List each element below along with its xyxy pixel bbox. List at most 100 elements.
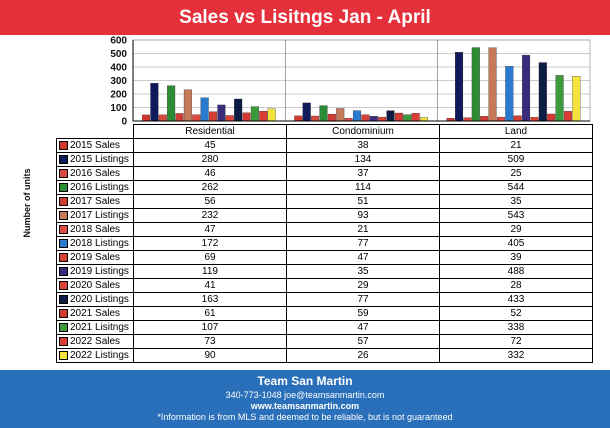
bar xyxy=(471,47,480,122)
bar xyxy=(141,114,150,122)
x-tick-label: Residential xyxy=(133,124,287,139)
table-row: 2015 Sales 45 38 21 xyxy=(56,138,593,153)
bar xyxy=(394,112,403,122)
legend-entry: 2018 Listings xyxy=(56,236,134,251)
bar-chart: 0 100 200 300 400 500 600 xyxy=(110,36,591,126)
bar xyxy=(225,115,234,122)
table-row: 2020 Listings 163 77 433 xyxy=(56,292,593,307)
legend-swatch xyxy=(59,336,68,346)
legend-entry: 2015 Sales xyxy=(56,138,134,153)
data-label: 61 xyxy=(133,306,287,321)
legend-swatch xyxy=(59,182,68,192)
legend-swatch xyxy=(59,308,68,318)
bar xyxy=(217,104,226,122)
legend-swatch xyxy=(59,196,68,206)
data-label: 47 xyxy=(286,320,440,335)
bar xyxy=(259,110,268,122)
bar xyxy=(234,98,243,122)
data-label: 57 xyxy=(286,334,440,349)
legend-label: 2021 Sales xyxy=(70,308,121,319)
table-row: 2017 Sales 56 51 35 xyxy=(56,194,593,209)
table-row: 2022 Sales 73 57 72 xyxy=(56,334,593,349)
legend-swatch xyxy=(59,266,68,276)
data-label: 90 xyxy=(133,348,287,363)
bar xyxy=(242,112,251,122)
legend-entry: 2020 Listings xyxy=(56,292,134,307)
bar xyxy=(513,115,522,122)
table-corner xyxy=(57,125,134,139)
legend-swatch xyxy=(59,238,68,248)
data-label: 56 xyxy=(133,194,287,209)
bar xyxy=(488,47,497,122)
table-row: 2018 Sales 47 21 29 xyxy=(56,222,593,237)
legend-entry: 2019 Sales xyxy=(56,250,134,265)
data-label: 46 xyxy=(133,166,287,181)
table-row: 2021 Lisitngs 107 47 338 xyxy=(56,320,593,335)
bar xyxy=(175,113,184,122)
table-row: 2022 Listings 90 26 332 xyxy=(56,348,593,363)
legend-swatch xyxy=(59,168,68,178)
legend-entry: 2018 Sales xyxy=(56,222,134,237)
bar xyxy=(403,114,412,122)
y-tick-label: 200 xyxy=(110,90,127,101)
y-tick-label: 0 xyxy=(121,117,127,126)
legend-entry: 2021 Lisitngs xyxy=(56,320,134,335)
table-row: 2017 Listings 232 93 543 xyxy=(56,208,593,223)
bar xyxy=(311,115,320,122)
legend-label: 2015 Sales xyxy=(70,140,121,151)
data-label: 119 xyxy=(133,264,287,279)
data-label: 25 xyxy=(439,166,593,181)
y-tick-label: 600 xyxy=(110,36,127,47)
x-tick-label: Land xyxy=(439,124,593,139)
bar xyxy=(158,114,167,122)
bar xyxy=(150,83,159,122)
legend-label: 2022 Listings xyxy=(70,350,129,361)
data-label: 544 xyxy=(439,180,593,195)
legend-label: 2022 Sales xyxy=(70,336,121,347)
footer: Team San Martin 340-773-1048 joe@teamsan… xyxy=(0,370,610,428)
data-label: 47 xyxy=(286,250,440,265)
bar xyxy=(505,66,514,122)
bar xyxy=(455,52,464,122)
legend-swatch xyxy=(59,280,68,290)
legend-label: 2017 Sales xyxy=(70,196,121,207)
bar xyxy=(522,54,531,122)
x-tick-label: Condominium xyxy=(286,124,440,139)
legend-label: 2019 Listings xyxy=(70,266,129,277)
bar xyxy=(563,111,572,122)
bar xyxy=(200,97,209,122)
bar xyxy=(419,117,429,122)
data-label: 405 xyxy=(439,236,593,251)
table-header-row: Residential Condominium Land xyxy=(57,124,593,139)
footer-contact: 340-773-1048 joe@teamsanmartin.com xyxy=(225,390,385,400)
bar xyxy=(369,116,378,122)
bar xyxy=(496,116,505,122)
legend-swatch xyxy=(59,210,68,220)
bar xyxy=(302,102,311,122)
legend-label: 2015 Listings xyxy=(70,154,129,165)
data-label: 69 xyxy=(133,250,287,265)
legend-entry: 2022 Listings xyxy=(56,348,134,363)
data-label: 543 xyxy=(439,208,593,223)
data-label: 509 xyxy=(439,152,593,167)
data-label: 39 xyxy=(439,250,593,265)
bar xyxy=(327,113,336,122)
bar xyxy=(250,106,259,122)
legend-entry: 2021 Sales xyxy=(56,306,134,321)
legend-entry: 2020 Sales xyxy=(56,278,134,293)
table-row: 2021 Sales 61 59 52 xyxy=(56,306,593,321)
table-row: 2018 Listings 172 77 405 xyxy=(56,236,593,251)
legend-label: 2017 Listings xyxy=(70,210,129,221)
y-axis-label: Number of units xyxy=(22,168,32,238)
data-label: 338 xyxy=(439,320,593,335)
data-label: 41 xyxy=(133,278,287,293)
data-label: 45 xyxy=(133,138,287,153)
bar xyxy=(209,111,218,122)
bar xyxy=(167,85,176,122)
legend-label: 2018 Listings xyxy=(70,238,129,249)
legend-swatch xyxy=(59,294,68,304)
bar xyxy=(547,113,556,122)
bar xyxy=(319,105,328,122)
legend-label: 2020 Listings xyxy=(70,294,129,305)
bar xyxy=(361,114,370,122)
